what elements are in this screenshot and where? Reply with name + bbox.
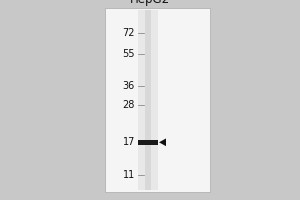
Bar bbox=[145, 10, 151, 190]
Text: 72: 72 bbox=[122, 28, 135, 38]
Text: 28: 28 bbox=[123, 100, 135, 110]
Polygon shape bbox=[159, 138, 166, 146]
Bar bbox=[105, 8, 210, 192]
Text: 11: 11 bbox=[123, 170, 135, 180]
Text: 17: 17 bbox=[123, 137, 135, 147]
Bar bbox=[138, 10, 158, 190]
Text: 36: 36 bbox=[123, 81, 135, 91]
Text: HepG2: HepG2 bbox=[130, 0, 170, 6]
Text: 55: 55 bbox=[122, 49, 135, 59]
Bar bbox=[138, 140, 158, 145]
